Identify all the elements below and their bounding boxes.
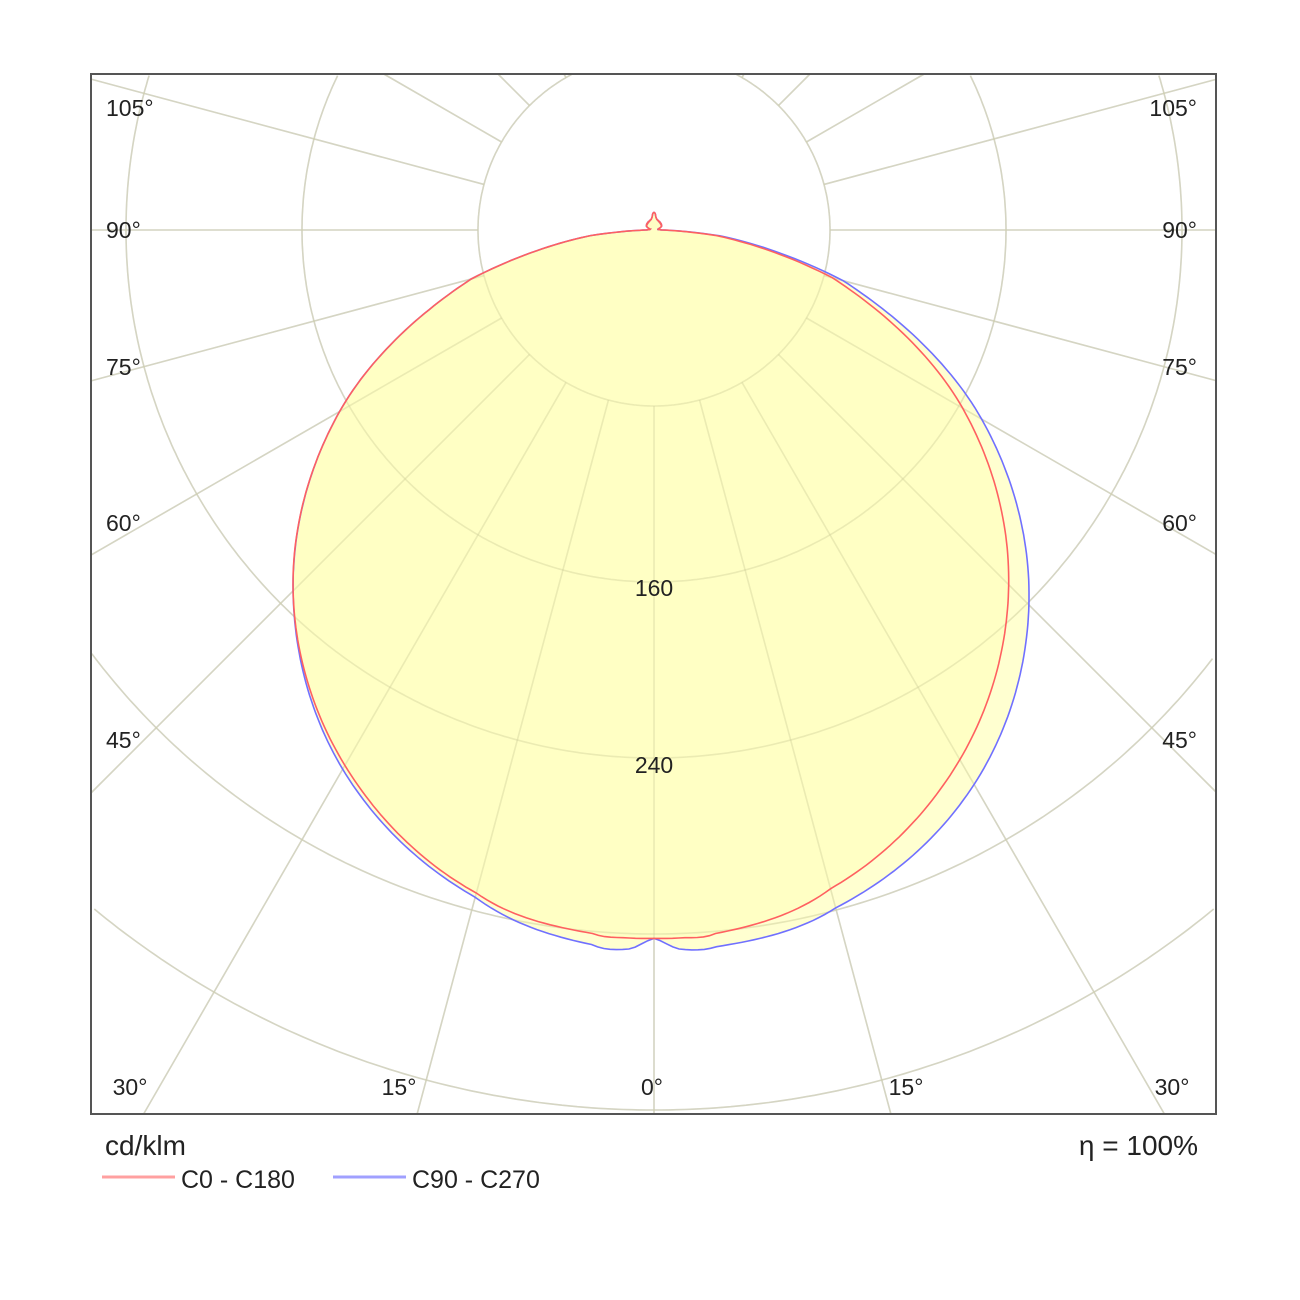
angle-label-right: 75° <box>1162 354 1197 380</box>
grid-ray <box>90 78 485 186</box>
angle-label-left: 45° <box>106 727 141 753</box>
angle-labels: 105° 90° 75° 60° 45° 105° 90° 75° 60° 45° 30° 15° 0°… <box>106 95 1197 1100</box>
angle-label-bottom: 15° <box>382 1074 417 1100</box>
angle-label-bottom: 0° <box>641 1074 663 1100</box>
grid-ray <box>90 274 485 382</box>
ring-label: 160 <box>635 575 673 601</box>
angle-label-left: 75° <box>106 354 141 380</box>
angle-label-left: 90° <box>106 217 141 243</box>
angle-label-right: 60° <box>1162 510 1197 536</box>
plot-frame <box>90 73 1217 1115</box>
grid-ray <box>806 73 925 143</box>
grid-ray <box>777 73 811 107</box>
grid-ray <box>777 353 1217 793</box>
legend-label: C0 - C180 <box>181 1166 295 1194</box>
curve-fill <box>293 212 1009 939</box>
grid-ray <box>416 399 610 1115</box>
grid-ray <box>806 317 1217 556</box>
ring-label: 240 <box>635 752 673 778</box>
grid-ray <box>497 73 531 107</box>
angle-label-left: 105° <box>106 95 154 121</box>
grid-ray <box>806 73 925 143</box>
grid-ring <box>93 908 1215 1111</box>
unit-label: cd/klm <box>105 1130 186 1161</box>
grid-ray <box>383 73 502 143</box>
angle-label-left: 60° <box>106 510 141 536</box>
grid-ray <box>823 78 1217 186</box>
grid-ring <box>125 75 1183 759</box>
legend: C0 - C180 C90 - C270 <box>102 1166 540 1194</box>
grid-ray <box>90 353 531 794</box>
efficiency-label: η = 100% <box>1079 1130 1198 1161</box>
curve-fills <box>293 212 1030 950</box>
grid-ring <box>93 908 1215 1111</box>
grid-ray <box>90 78 485 186</box>
series-curve-0 <box>292 211 1010 940</box>
grid-ring <box>301 75 1007 583</box>
grid-ray <box>698 399 892 1115</box>
grid-ray <box>823 274 1217 382</box>
legend-label: C90 - C270 <box>412 1166 540 1194</box>
grid-ray <box>383 73 502 143</box>
angle-label-bottom: 15° <box>889 1074 924 1100</box>
grid-ray <box>777 73 811 107</box>
grid-ray <box>142 382 567 1115</box>
grid-ray <box>823 78 1217 186</box>
angle-label-right: 45° <box>1162 727 1197 753</box>
curves <box>292 211 1030 951</box>
grid-ray <box>90 274 485 382</box>
grid-ring <box>91 653 1214 935</box>
angle-label-right: 105° <box>1149 95 1197 121</box>
grid-ray <box>823 274 1217 382</box>
grid-ray <box>741 382 1166 1115</box>
angle-label-bottom: 30° <box>1155 1074 1190 1100</box>
angle-label-right: 90° <box>1162 217 1197 243</box>
angle-label-bottom: 30° <box>113 1074 148 1100</box>
grid-ray <box>90 317 502 556</box>
grid-ray <box>497 73 531 107</box>
